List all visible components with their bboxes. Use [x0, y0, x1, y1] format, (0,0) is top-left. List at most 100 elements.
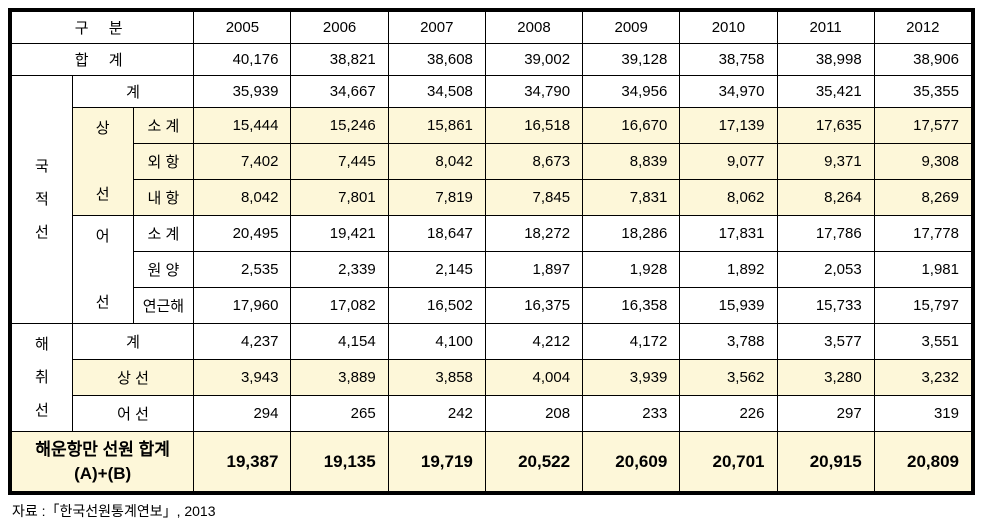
- cell: 9,371: [777, 144, 874, 180]
- merchant-subtotal-row: 상선 소 계 15,444 15,246 15,861 16,518 16,67…: [12, 108, 972, 144]
- cell: 15,939: [680, 288, 777, 324]
- subtotal-label: 소 계: [133, 108, 194, 144]
- total-label: 합 계: [12, 44, 194, 76]
- foreign-route-row: 외 항 7,402 7,445 8,042 8,673 8,839 9,077 …: [12, 144, 972, 180]
- cell: 8,042: [194, 180, 291, 216]
- year-header: 2009: [583, 12, 680, 44]
- row-label: 외 항: [133, 144, 194, 180]
- cell: 17,577: [874, 108, 971, 144]
- cell: 40,176: [194, 44, 291, 76]
- cell: 4,004: [485, 360, 582, 396]
- cell: 34,790: [485, 76, 582, 108]
- cell: 15,797: [874, 288, 971, 324]
- cell: 3,943: [194, 360, 291, 396]
- cell: 4,100: [388, 324, 485, 360]
- cell: 2,145: [388, 252, 485, 288]
- source-citation: 자료 :「한국선원통계연보」, 2013: [8, 501, 975, 521]
- cell: 34,508: [388, 76, 485, 108]
- cell: 208: [485, 396, 582, 432]
- cell: 8,673: [485, 144, 582, 180]
- cell: 3,939: [583, 360, 680, 396]
- cell: 19,387: [194, 432, 291, 492]
- cell: 16,518: [485, 108, 582, 144]
- merchant-group-label: 상선: [72, 108, 133, 216]
- fishing-subtotal-row: 어선 소 계 20,495 19,421 18,647 18,272 18,28…: [12, 216, 972, 252]
- cell: 2,535: [194, 252, 291, 288]
- subtotal-label: 계: [72, 324, 194, 360]
- cell: 226: [680, 396, 777, 432]
- cell: 2,053: [777, 252, 874, 288]
- cell: 15,861: [388, 108, 485, 144]
- year-header: 2008: [485, 12, 582, 44]
- cell: 8,269: [874, 180, 971, 216]
- row-label: 어 선: [72, 396, 194, 432]
- foreign-vessel-group-label: 해취선: [12, 324, 73, 432]
- row-label: 원 양: [133, 252, 194, 288]
- nearshore-fishing-row: 연근해 17,960 17,082 16,502 16,375 16,358 1…: [12, 288, 972, 324]
- cell: 294: [194, 396, 291, 432]
- cell: 35,939: [194, 76, 291, 108]
- cell: 38,821: [291, 44, 388, 76]
- cell: 35,421: [777, 76, 874, 108]
- table-container: 구 분 2005 2006 2007 2008 2009 2010 2011 2…: [8, 8, 975, 495]
- cell: 8,042: [388, 144, 485, 180]
- cell: 1,892: [680, 252, 777, 288]
- cell: 3,788: [680, 324, 777, 360]
- cell: 39,128: [583, 44, 680, 76]
- year-header: 2010: [680, 12, 777, 44]
- cell: 18,272: [485, 216, 582, 252]
- cell: 7,402: [194, 144, 291, 180]
- cell: 35,355: [874, 76, 971, 108]
- footer-total-row: 해운항만 선원 합계 (A)+(B) 19,387 19,135 19,719 …: [12, 432, 972, 492]
- cell: 8,839: [583, 144, 680, 180]
- cell: 7,831: [583, 180, 680, 216]
- cell: 3,562: [680, 360, 777, 396]
- domestic-subtotal-row: 국적선 계 35,939 34,667 34,508 34,790 34,956…: [12, 76, 972, 108]
- subtotal-label: 소 계: [133, 216, 194, 252]
- statistics-table: 구 분 2005 2006 2007 2008 2009 2010 2011 2…: [11, 11, 972, 492]
- cell: 7,819: [388, 180, 485, 216]
- cell: 9,077: [680, 144, 777, 180]
- cell: 38,906: [874, 44, 971, 76]
- cell: 3,858: [388, 360, 485, 396]
- cell: 38,758: [680, 44, 777, 76]
- cell: 4,212: [485, 324, 582, 360]
- cell: 265: [291, 396, 388, 432]
- cell: 8,264: [777, 180, 874, 216]
- year-header: 2006: [291, 12, 388, 44]
- cell: 19,135: [291, 432, 388, 492]
- total-row: 합 계 40,176 38,821 38,608 39,002 39,128 3…: [12, 44, 972, 76]
- cell: 15,444: [194, 108, 291, 144]
- cell: 17,786: [777, 216, 874, 252]
- cell: 18,286: [583, 216, 680, 252]
- cell: 233: [583, 396, 680, 432]
- coastal-route-row: 내 항 8,042 7,801 7,819 7,845 7,831 8,062 …: [12, 180, 972, 216]
- fishing-group-label: 어선: [72, 216, 133, 324]
- cell: 3,280: [777, 360, 874, 396]
- footer-label-line2: (A)+(B): [74, 464, 131, 483]
- cell: 17,635: [777, 108, 874, 144]
- foreign-vessel-subtotal-row: 해취선 계 4,237 4,154 4,100 4,212 4,172 3,78…: [12, 324, 972, 360]
- cell: 38,608: [388, 44, 485, 76]
- cell: 34,667: [291, 76, 388, 108]
- cell: 17,960: [194, 288, 291, 324]
- cell: 297: [777, 396, 874, 432]
- cell: 34,956: [583, 76, 680, 108]
- cell: 8,062: [680, 180, 777, 216]
- footer-label: 해운항만 선원 합계 (A)+(B): [12, 432, 194, 492]
- header-row: 구 분 2005 2006 2007 2008 2009 2010 2011 2…: [12, 12, 972, 44]
- subtotal-label: 계: [72, 76, 194, 108]
- cell: 16,375: [485, 288, 582, 324]
- cell: 242: [388, 396, 485, 432]
- cell: 1,928: [583, 252, 680, 288]
- cell: 15,733: [777, 288, 874, 324]
- cell: 16,502: [388, 288, 485, 324]
- cell: 3,889: [291, 360, 388, 396]
- cell: 34,970: [680, 76, 777, 108]
- year-header: 2005: [194, 12, 291, 44]
- cell: 3,551: [874, 324, 971, 360]
- cell: 20,915: [777, 432, 874, 492]
- cell: 16,358: [583, 288, 680, 324]
- year-header: 2011: [777, 12, 874, 44]
- cell: 39,002: [485, 44, 582, 76]
